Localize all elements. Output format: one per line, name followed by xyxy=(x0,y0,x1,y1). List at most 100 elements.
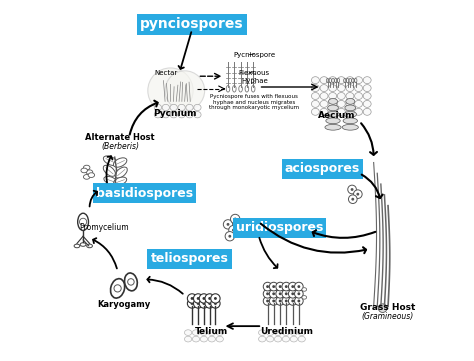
Circle shape xyxy=(288,297,297,305)
Circle shape xyxy=(351,188,354,191)
Ellipse shape xyxy=(283,288,288,291)
Circle shape xyxy=(202,302,205,305)
Circle shape xyxy=(229,226,238,235)
Circle shape xyxy=(193,299,203,308)
Ellipse shape xyxy=(337,84,345,92)
Ellipse shape xyxy=(343,118,357,124)
Ellipse shape xyxy=(83,165,90,170)
Ellipse shape xyxy=(208,330,216,335)
Text: basidiospores: basidiospores xyxy=(96,187,193,200)
Ellipse shape xyxy=(289,288,294,291)
Circle shape xyxy=(297,285,301,288)
Ellipse shape xyxy=(113,158,127,167)
Circle shape xyxy=(211,294,220,303)
Circle shape xyxy=(165,71,205,110)
Ellipse shape xyxy=(328,99,337,104)
Circle shape xyxy=(197,297,200,300)
Circle shape xyxy=(199,299,209,308)
Ellipse shape xyxy=(110,279,125,298)
Ellipse shape xyxy=(194,112,201,118)
Text: Promycelium: Promycelium xyxy=(79,223,129,232)
Ellipse shape xyxy=(328,77,337,84)
Ellipse shape xyxy=(320,77,328,84)
Circle shape xyxy=(187,294,197,303)
Ellipse shape xyxy=(337,108,345,115)
Ellipse shape xyxy=(296,296,301,299)
Ellipse shape xyxy=(283,336,290,342)
Ellipse shape xyxy=(192,330,200,335)
Ellipse shape xyxy=(271,296,275,299)
Circle shape xyxy=(292,300,294,303)
Ellipse shape xyxy=(266,336,273,342)
Circle shape xyxy=(269,290,278,298)
Ellipse shape xyxy=(170,112,177,118)
Ellipse shape xyxy=(86,170,93,175)
Ellipse shape xyxy=(109,186,120,192)
Circle shape xyxy=(276,282,284,291)
Circle shape xyxy=(197,302,200,305)
Ellipse shape xyxy=(345,105,356,111)
Circle shape xyxy=(282,282,291,291)
Ellipse shape xyxy=(355,108,363,115)
Circle shape xyxy=(223,220,233,229)
Circle shape xyxy=(279,285,282,288)
Circle shape xyxy=(272,292,275,295)
Ellipse shape xyxy=(298,336,305,342)
Circle shape xyxy=(230,214,240,224)
Circle shape xyxy=(80,218,87,226)
Ellipse shape xyxy=(302,288,307,291)
Ellipse shape xyxy=(162,112,169,118)
Ellipse shape xyxy=(328,92,337,100)
Ellipse shape xyxy=(355,100,363,107)
Ellipse shape xyxy=(266,330,273,335)
Circle shape xyxy=(288,282,297,291)
Ellipse shape xyxy=(320,108,328,115)
Circle shape xyxy=(263,297,272,305)
Ellipse shape xyxy=(320,84,328,92)
Ellipse shape xyxy=(344,112,356,117)
Ellipse shape xyxy=(346,100,354,107)
Ellipse shape xyxy=(81,168,87,173)
Ellipse shape xyxy=(125,273,137,291)
Circle shape xyxy=(191,302,193,305)
Text: aciospores: aciospores xyxy=(285,162,360,175)
Ellipse shape xyxy=(325,125,341,130)
Circle shape xyxy=(285,285,288,288)
Ellipse shape xyxy=(216,336,223,342)
Ellipse shape xyxy=(346,92,354,100)
Circle shape xyxy=(297,300,301,303)
Ellipse shape xyxy=(186,104,193,111)
Circle shape xyxy=(288,290,297,298)
Ellipse shape xyxy=(277,288,282,291)
Ellipse shape xyxy=(311,100,319,107)
Ellipse shape xyxy=(170,104,177,111)
Text: Pycnium: Pycnium xyxy=(153,109,196,118)
Circle shape xyxy=(208,297,211,300)
Ellipse shape xyxy=(283,330,290,335)
Ellipse shape xyxy=(363,77,371,84)
Ellipse shape xyxy=(201,336,208,342)
Circle shape xyxy=(199,294,209,303)
Circle shape xyxy=(282,297,291,305)
Ellipse shape xyxy=(311,77,319,84)
Ellipse shape xyxy=(78,213,89,230)
Ellipse shape xyxy=(271,288,275,291)
Circle shape xyxy=(276,290,284,298)
Circle shape xyxy=(279,292,282,295)
Circle shape xyxy=(279,300,282,303)
Circle shape xyxy=(193,294,203,303)
Text: Karyogamy: Karyogamy xyxy=(97,300,150,309)
Circle shape xyxy=(294,290,303,298)
Ellipse shape xyxy=(192,336,200,342)
Text: Grass Host: Grass Host xyxy=(360,303,415,312)
Ellipse shape xyxy=(184,336,191,342)
Text: pynciospores: pynciospores xyxy=(140,17,244,31)
Ellipse shape xyxy=(296,288,301,291)
Circle shape xyxy=(269,282,278,291)
Ellipse shape xyxy=(346,77,354,84)
Ellipse shape xyxy=(326,118,340,124)
Ellipse shape xyxy=(337,77,345,84)
Circle shape xyxy=(269,297,278,305)
Circle shape xyxy=(114,285,121,292)
Ellipse shape xyxy=(298,330,305,335)
